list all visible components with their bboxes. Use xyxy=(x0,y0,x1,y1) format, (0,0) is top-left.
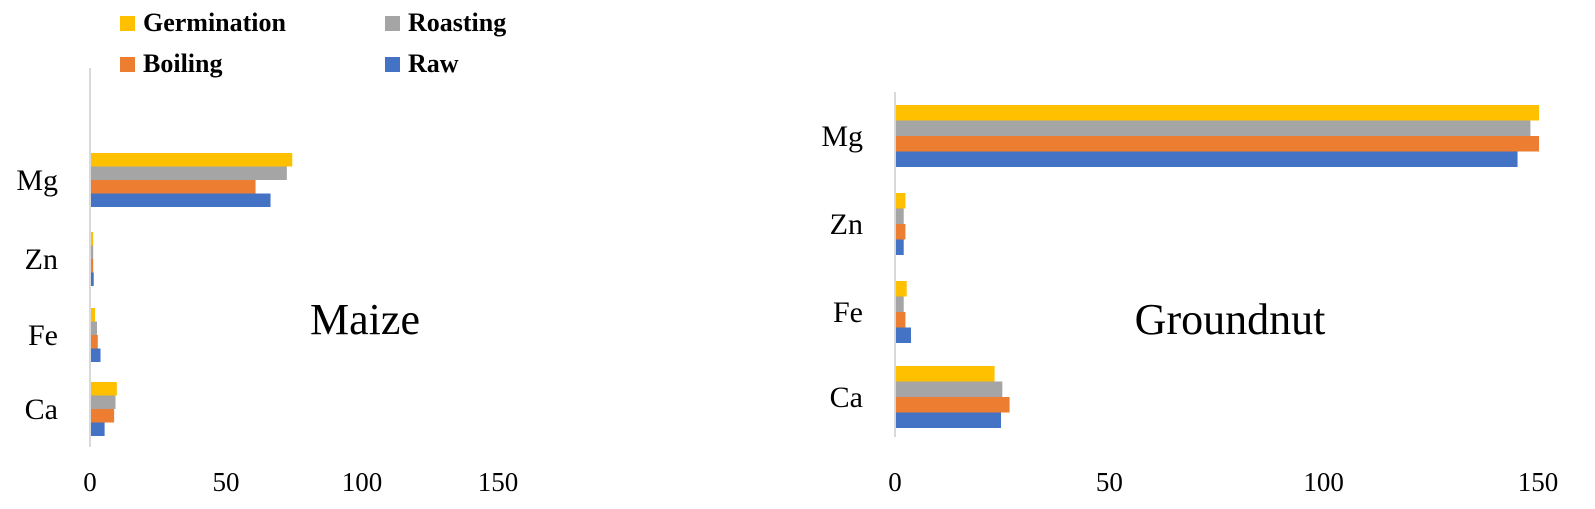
maize-bar-fe-germination xyxy=(91,308,96,322)
maize-bar-zn-germination xyxy=(91,232,94,246)
legend-swatch-roasting xyxy=(385,15,400,31)
maize-bar-mg-germination xyxy=(91,153,293,167)
maize-category-label-ca: Ca xyxy=(25,393,58,426)
legend-swatch-boiling xyxy=(120,56,135,72)
maize-bar-mg-boiling xyxy=(91,180,256,194)
groundnut-chart-title: Groundnut xyxy=(1135,295,1326,344)
groundnut-bar-fe-raw xyxy=(896,327,912,343)
groundnut-bar-ca-roasting xyxy=(896,381,1003,397)
groundnut-bar-fe-germination xyxy=(896,281,907,297)
maize-bar-fe-raw xyxy=(91,348,101,362)
legend-label-roasting: Roasting xyxy=(408,8,507,37)
groundnut-category-label-ca: Ca xyxy=(830,381,863,414)
groundnut-bar-ca-boiling xyxy=(896,397,1010,413)
maize-bar-zn-raw xyxy=(91,272,94,286)
groundnut-category-label-zn: Zn xyxy=(830,208,863,241)
maize-bar-fe-boiling xyxy=(91,335,98,349)
groundnut-bar-mg-raw xyxy=(896,151,1518,167)
groundnut-category-label-fe: Fe xyxy=(833,296,863,329)
groundnut-bar-zn-roasting xyxy=(896,208,904,224)
legend-item-boiling: Boiling xyxy=(120,49,222,79)
maize-bar-ca-germination xyxy=(91,382,117,396)
legend-swatch-raw xyxy=(385,56,400,72)
maize-x-tick-label: 100 xyxy=(342,467,383,497)
groundnut-bar-ca-germination xyxy=(896,366,995,382)
groundnut-bar-zn-raw xyxy=(896,239,904,255)
groundnut-x-tick-label: 0 xyxy=(888,467,902,497)
maize-category-label-zn: Zn xyxy=(25,243,58,276)
groundnut-category-label-mg: Mg xyxy=(821,120,863,153)
maize-category-label-mg: Mg xyxy=(16,164,58,197)
groundnut-bar-mg-boiling xyxy=(896,136,1539,152)
maize-chart-panel: Maize 0 50 100 150 Ca Fe Zn Mg xyxy=(16,68,518,497)
maize-bar-zn-boiling xyxy=(91,259,94,273)
legend-item-germination: Germination xyxy=(120,8,286,38)
groundnut-bar-mg-germination xyxy=(896,105,1539,121)
maize-x-tick-label: 150 xyxy=(478,467,519,497)
legend-label-boiling: Boiling xyxy=(143,49,223,78)
groundnut-x-tick-label: 50 xyxy=(1096,467,1123,497)
legend-item-raw: Raw xyxy=(385,49,459,79)
legend-item-roasting: Roasting xyxy=(385,8,506,38)
groundnut-bar-zn-germination xyxy=(896,193,906,209)
legend-label-germination: Germination xyxy=(143,8,286,37)
maize-x-tick-label: 0 xyxy=(83,467,97,497)
groundnut-chart-panel: Groundnut 0 50 100 150 Ca Fe Zn Mg xyxy=(821,92,1558,497)
maize-bar-zn-roasting xyxy=(91,245,94,259)
maize-chart-title: Maize xyxy=(310,295,420,344)
maize-bar-mg-raw xyxy=(91,193,271,207)
groundnut-bar-fe-roasting xyxy=(896,296,904,312)
maize-bar-fe-roasting xyxy=(91,321,97,335)
maize-bar-ca-boiling xyxy=(91,409,115,423)
groundnut-x-tick-label: 150 xyxy=(1518,467,1559,497)
chart-legend: Germination Roasting Boiling Raw xyxy=(110,2,590,92)
groundnut-x-tick-label: 100 xyxy=(1303,467,1344,497)
maize-bar-mg-roasting xyxy=(91,166,287,180)
groundnut-bar-fe-boiling xyxy=(896,312,906,328)
maize-bar-ca-raw xyxy=(91,422,105,436)
legend-label-raw: Raw xyxy=(408,49,459,78)
groundnut-bar-ca-raw xyxy=(896,412,1002,428)
groundnut-bar-zn-boiling xyxy=(896,224,906,240)
maize-bar-ca-roasting xyxy=(91,395,116,409)
legend-swatch-germination xyxy=(120,15,135,31)
maize-category-label-fe: Fe xyxy=(28,319,58,352)
maize-x-tick-label: 50 xyxy=(213,467,240,497)
groundnut-bar-mg-roasting xyxy=(896,120,1531,136)
